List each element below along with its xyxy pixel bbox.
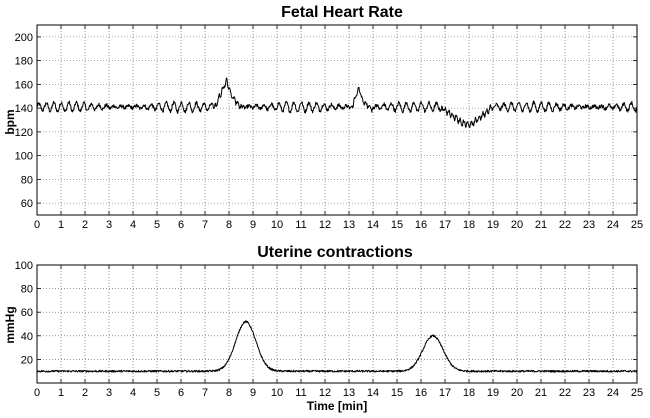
grid: [37, 25, 637, 215]
x-tick-label: 6: [178, 387, 184, 399]
x-tick-label: 10: [271, 387, 283, 399]
x-tick-label: 23: [583, 219, 595, 231]
x-tick-label: 21: [535, 219, 547, 231]
y-axis-label: mmHg: [3, 306, 17, 343]
plot-frame: [36, 24, 638, 216]
x-tick-label: 5: [154, 219, 160, 231]
y-tick-label: 180: [15, 56, 33, 68]
x-tick-label: 19: [487, 219, 499, 231]
x-tick-label: 21: [535, 387, 547, 399]
x-tick-label: 16: [415, 387, 427, 399]
x-tick-label: 13: [343, 387, 355, 399]
x-axis-label: Time [min]: [307, 399, 367, 413]
x-tick-label: 8: [226, 219, 232, 231]
y-tick-label: 60: [21, 307, 33, 319]
x-tick-label: 0: [34, 219, 40, 231]
x-tick-label: 1: [58, 219, 64, 231]
x-tick-label: 11: [295, 387, 306, 399]
x-tick-label: 22: [559, 219, 571, 231]
tick-labels: 0 1 2 3 4 5 6 7 8 9 10 11 12 13 14 15 16 17 18 19 20 21 22 23 24…: [15, 260, 643, 399]
y-tick-label: 160: [15, 79, 33, 91]
x-tick-label: 1: [58, 387, 64, 399]
y-tick-label: 140: [15, 103, 33, 115]
y-tick-label: 60: [21, 198, 33, 210]
x-tick-label: 22: [559, 387, 571, 399]
fetal-heart-rate-chart: Fetal Heart Rate bpm 0 1 2 3 4 5 6 7 8 9 10 11 12 13 1…: [3, 4, 643, 231]
x-tick-label: 20: [511, 387, 523, 399]
x-tick-label: 7: [202, 387, 208, 399]
x-tick-label: 7: [202, 219, 208, 231]
x-tick-label: 15: [391, 387, 403, 399]
x-tick-label: 6: [178, 219, 184, 231]
x-tick-label: 25: [631, 219, 643, 231]
plot-frame: [36, 264, 638, 384]
y-tick-label: 80: [21, 284, 33, 296]
y-tick-label: 100: [15, 260, 33, 272]
x-tick-label: 11: [295, 219, 306, 231]
uc-series-line: [36, 320, 638, 373]
x-tick-label: 19: [487, 387, 499, 399]
x-tick-label: 14: [367, 387, 379, 399]
x-tick-label: 2: [82, 219, 88, 231]
y-tick-label: 100: [15, 151, 33, 163]
y-axis-label: bpm: [3, 109, 17, 134]
x-tick-label: 12: [319, 219, 331, 231]
x-tick-label: 13: [343, 219, 355, 231]
x-tick-label: 9: [250, 387, 256, 399]
x-tick-label: 20: [511, 219, 523, 231]
x-tick-label: 18: [463, 387, 475, 399]
chart-title: Fetal Heart Rate: [281, 4, 403, 21]
fhr-series-line: [36, 77, 638, 129]
tick-labels: 0 1 2 3 4 5 6 7 8 9 10 11 12 13 14 15 16 17 18 19 20 21 22 23 24…: [15, 32, 643, 231]
x-tick-label: 0: [34, 387, 40, 399]
grid: [37, 265, 637, 383]
y-tick-label: 200: [15, 32, 33, 44]
ticks: [36, 25, 638, 215]
x-tick-label: 3: [106, 219, 112, 231]
x-tick-label: 14: [367, 219, 379, 231]
x-tick-label: 8: [226, 387, 232, 399]
x-tick-label: 17: [439, 387, 451, 399]
x-tick-label: 12: [319, 387, 331, 399]
ticks: [36, 264, 638, 383]
x-tick-label: 10: [271, 219, 283, 231]
x-tick-label: 18: [463, 219, 475, 231]
x-tick-label: 9: [250, 219, 256, 231]
x-tick-label: 24: [607, 387, 619, 399]
x-tick-label: 23: [583, 387, 595, 399]
x-tick-label: 5: [154, 387, 160, 399]
x-tick-label: 4: [130, 219, 136, 231]
x-tick-label: 25: [631, 387, 643, 399]
x-tick-label: 3: [106, 387, 112, 399]
y-tick-label: 20: [21, 354, 33, 366]
y-tick-label: 120: [15, 127, 33, 139]
x-tick-label: 24: [607, 219, 619, 231]
x-tick-label: 4: [130, 387, 136, 399]
y-tick-label: 80: [21, 174, 33, 186]
x-tick-label: 2: [82, 387, 88, 399]
x-tick-label: 16: [415, 219, 427, 231]
chart-title: Uterine contractions: [257, 244, 413, 261]
x-tick-label: 17: [439, 219, 451, 231]
y-tick-label: 40: [21, 331, 33, 343]
x-tick-label: 15: [391, 219, 403, 231]
